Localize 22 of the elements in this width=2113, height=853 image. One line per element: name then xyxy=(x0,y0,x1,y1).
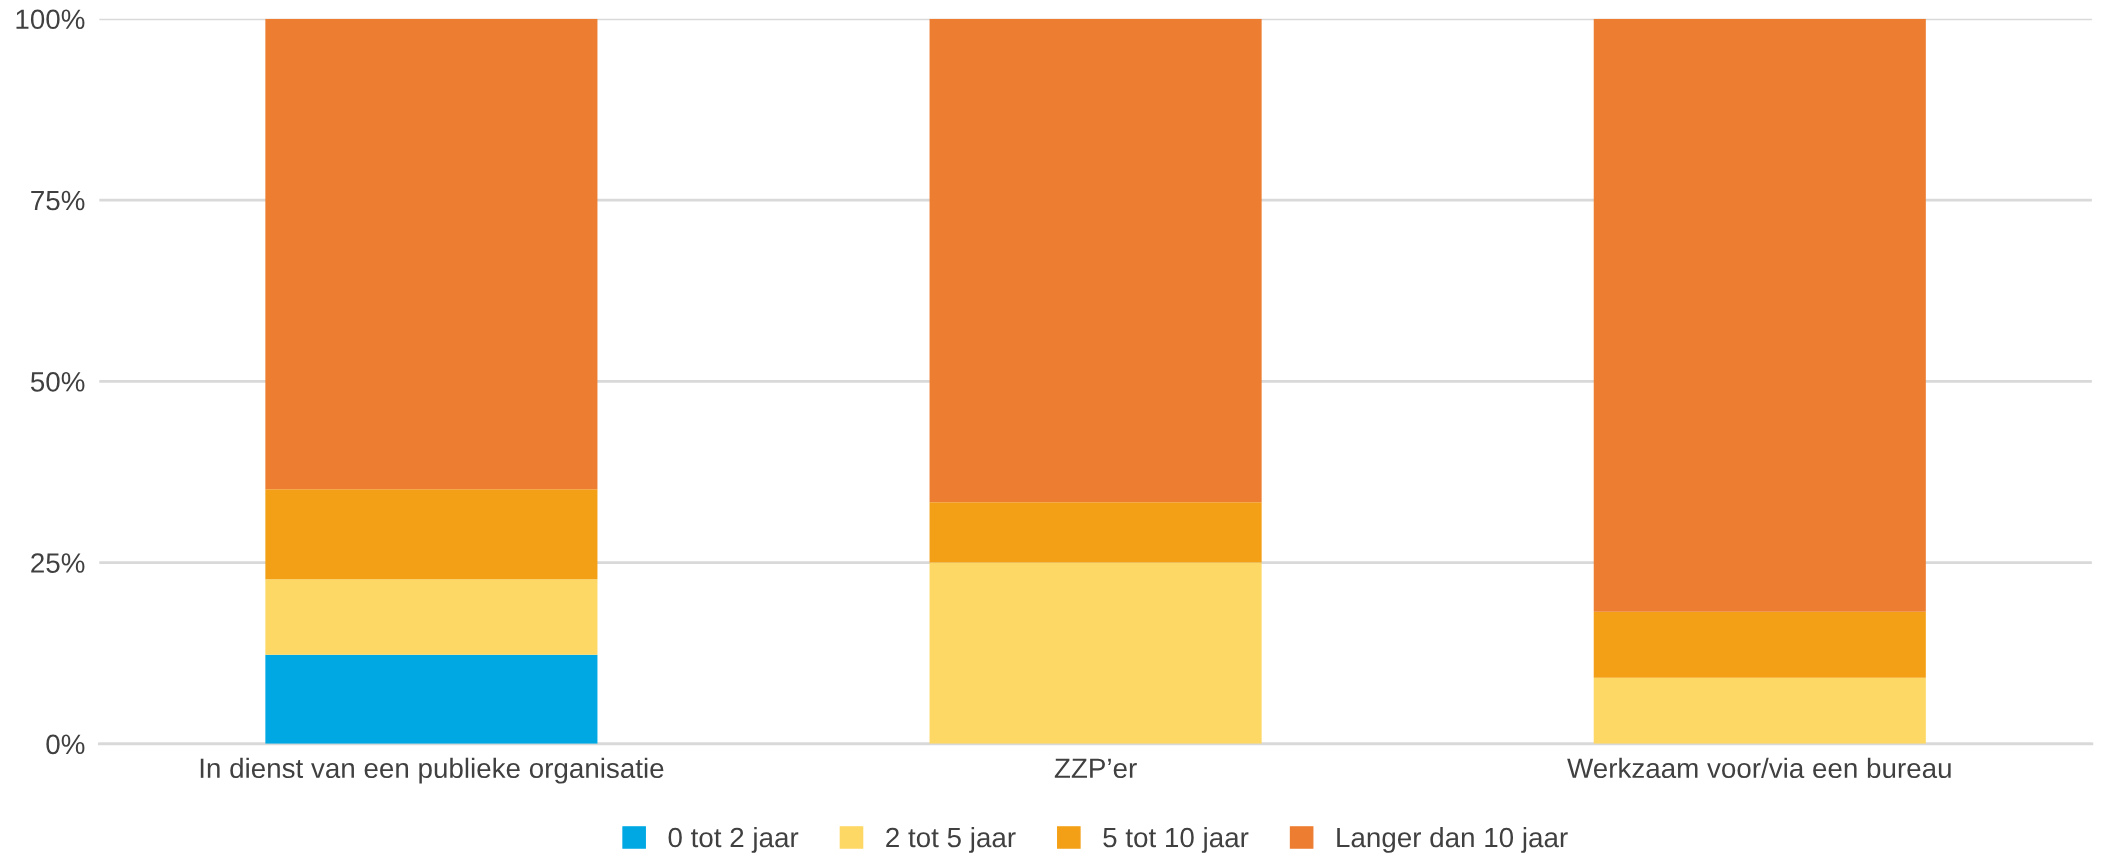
bar xyxy=(929,562,1262,744)
legend-label: 5 tot 10 jaar xyxy=(1103,826,1249,853)
y-tick-label: 75% xyxy=(31,190,85,211)
legend-label: 2 tot 5 jaar xyxy=(886,826,1016,853)
legend-label: Langer dan 10 jaar xyxy=(1337,826,1568,853)
bar xyxy=(1593,18,1926,612)
bar xyxy=(265,489,598,580)
bar xyxy=(929,502,1262,563)
y-tick-label: 0% xyxy=(46,734,85,755)
bar xyxy=(265,654,598,744)
bar xyxy=(1593,677,1926,744)
x-tick-label: ZZP’er xyxy=(1054,758,1137,779)
y-tick-label: 50% xyxy=(30,371,85,392)
y-tick-label: 100% xyxy=(16,9,85,30)
y-tick-label: 25% xyxy=(31,553,85,573)
legend-label: 0 tot 2 jaar xyxy=(668,826,799,853)
bar xyxy=(929,18,1262,503)
x-tick-label: Werkzaam voor/via een bureau xyxy=(1567,757,1951,779)
bar xyxy=(265,18,598,490)
bar xyxy=(265,579,598,655)
x-tick-label: In dienst van een publieke organisatie xyxy=(200,757,664,784)
bar xyxy=(1593,611,1926,678)
